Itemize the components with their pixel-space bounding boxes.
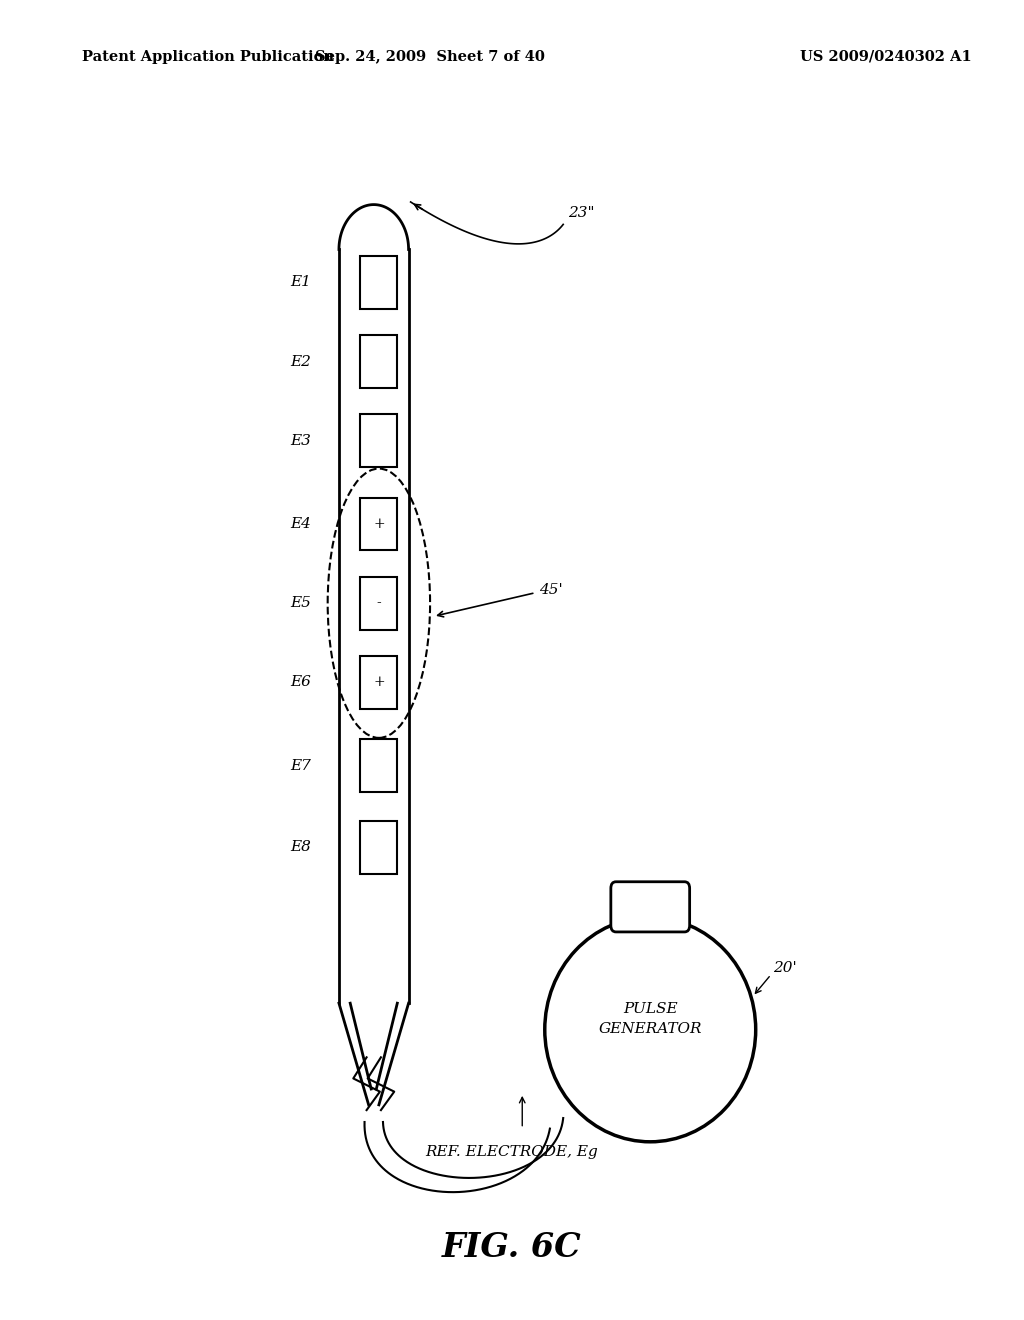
FancyBboxPatch shape xyxy=(360,498,397,550)
FancyBboxPatch shape xyxy=(360,335,397,388)
FancyBboxPatch shape xyxy=(360,577,397,630)
Text: E3: E3 xyxy=(291,434,311,447)
FancyBboxPatch shape xyxy=(611,882,689,932)
FancyBboxPatch shape xyxy=(360,256,397,309)
Text: +: + xyxy=(373,517,385,531)
Text: REF. ELECTRODE, Eg: REF. ELECTRODE, Eg xyxy=(426,1146,598,1159)
Text: 45': 45' xyxy=(539,583,562,597)
FancyBboxPatch shape xyxy=(360,821,397,874)
Text: Patent Application Publication: Patent Application Publication xyxy=(82,50,334,63)
Text: E2: E2 xyxy=(291,355,311,368)
FancyBboxPatch shape xyxy=(360,739,397,792)
FancyBboxPatch shape xyxy=(360,414,397,467)
Text: -: - xyxy=(377,597,381,610)
Text: E7: E7 xyxy=(291,759,311,772)
Text: 23": 23" xyxy=(568,206,595,220)
Text: E1: E1 xyxy=(291,276,311,289)
Text: E8: E8 xyxy=(291,841,311,854)
Text: E4: E4 xyxy=(291,517,311,531)
Text: E5: E5 xyxy=(291,597,311,610)
FancyBboxPatch shape xyxy=(360,656,397,709)
Ellipse shape xyxy=(545,917,756,1142)
Text: US 2009/0240302 A1: US 2009/0240302 A1 xyxy=(800,50,972,63)
Text: Sep. 24, 2009  Sheet 7 of 40: Sep. 24, 2009 Sheet 7 of 40 xyxy=(315,50,545,63)
Text: FIG. 6C: FIG. 6C xyxy=(442,1230,582,1265)
Text: E6: E6 xyxy=(291,676,311,689)
Text: PULSE
GENERATOR: PULSE GENERATOR xyxy=(598,1002,702,1036)
Text: +: + xyxy=(373,676,385,689)
Text: 20': 20' xyxy=(773,961,797,975)
